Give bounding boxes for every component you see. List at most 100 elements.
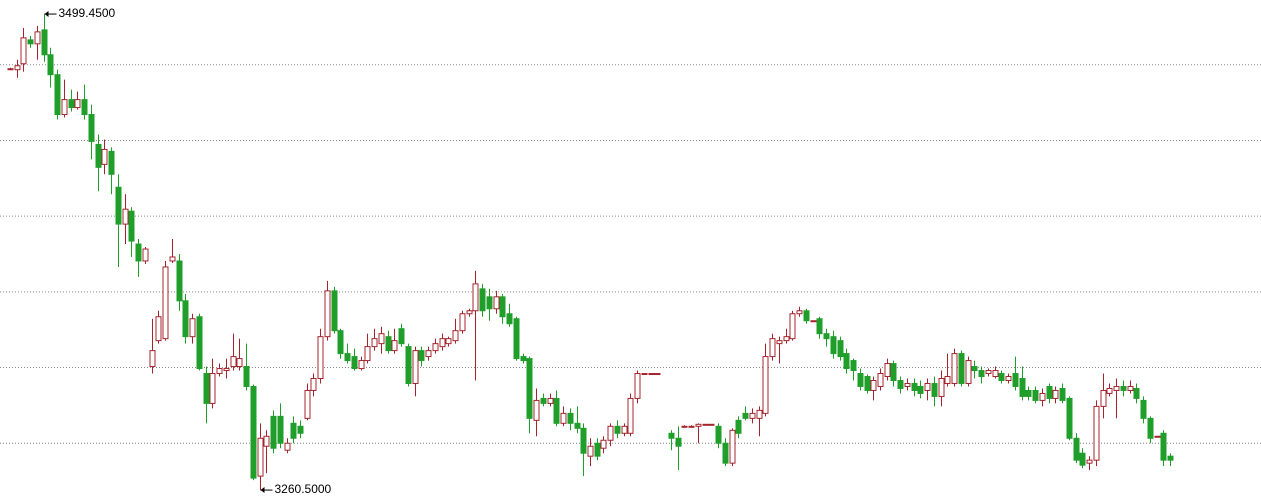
candle-body bbox=[41, 29, 48, 56]
candle-body bbox=[971, 366, 978, 372]
candle-body bbox=[513, 318, 520, 360]
candle-body bbox=[857, 373, 864, 387]
candle-body bbox=[951, 353, 958, 384]
candle-body bbox=[61, 99, 68, 116]
candle-body bbox=[196, 316, 203, 370]
candle-body bbox=[762, 356, 769, 414]
candle-body bbox=[479, 288, 486, 312]
candle-body bbox=[641, 373, 648, 376]
candle-body bbox=[95, 143, 102, 168]
candle-body bbox=[34, 31, 41, 45]
candle-body bbox=[1066, 397, 1073, 439]
candle-body bbox=[621, 425, 628, 434]
candle-body bbox=[965, 360, 972, 384]
candle-body bbox=[337, 330, 344, 355]
candle-body bbox=[998, 373, 1005, 381]
candle-body bbox=[14, 65, 21, 71]
candle-body bbox=[688, 425, 695, 428]
candle-body bbox=[1113, 385, 1120, 391]
candle-body bbox=[358, 360, 365, 370]
candle-body bbox=[149, 350, 156, 368]
candle-body bbox=[270, 415, 277, 449]
candle-body bbox=[418, 350, 425, 362]
candle-body bbox=[904, 382, 911, 387]
candle-body bbox=[695, 423, 702, 427]
candle-body bbox=[567, 412, 574, 424]
candle-body bbox=[1127, 385, 1134, 391]
candle-body bbox=[486, 296, 493, 310]
candle-body bbox=[1039, 392, 1046, 401]
candle-body bbox=[162, 266, 169, 340]
candle-body bbox=[1133, 387, 1140, 399]
candle-body bbox=[223, 368, 230, 372]
candle-body bbox=[985, 370, 992, 375]
candle-body bbox=[499, 296, 506, 318]
candle-body bbox=[870, 379, 877, 391]
candle-body bbox=[169, 256, 176, 262]
candle-body bbox=[493, 296, 500, 310]
candle-body bbox=[88, 114, 95, 142]
candle-body bbox=[1100, 389, 1107, 407]
candle-body bbox=[54, 74, 61, 116]
candle-body bbox=[1005, 376, 1012, 381]
candle-body bbox=[297, 425, 304, 434]
candle-body bbox=[1025, 389, 1032, 397]
candle-body bbox=[155, 316, 162, 342]
candle-body bbox=[547, 397, 554, 404]
candle-body bbox=[439, 338, 446, 348]
candle-body bbox=[648, 373, 655, 376]
candle-body bbox=[1052, 389, 1059, 399]
candle-body bbox=[445, 338, 452, 345]
candle-body bbox=[1093, 405, 1100, 461]
candle-body bbox=[1160, 432, 1167, 461]
candle-body bbox=[263, 435, 270, 447]
candle-body bbox=[7, 68, 14, 71]
candle-body bbox=[789, 313, 796, 340]
candle-body bbox=[68, 99, 75, 109]
candle-body bbox=[257, 437, 264, 477]
candle-body bbox=[122, 208, 129, 225]
candle-body bbox=[958, 353, 965, 384]
candle-body bbox=[405, 346, 412, 384]
candle-body bbox=[917, 385, 924, 394]
candle-body bbox=[189, 318, 196, 338]
candle-body bbox=[816, 318, 823, 335]
candle-body bbox=[654, 373, 661, 376]
candle-body bbox=[236, 358, 243, 368]
candle-body bbox=[385, 336, 392, 352]
candle-body bbox=[520, 356, 527, 362]
candle-body bbox=[843, 353, 850, 370]
candle-body bbox=[897, 379, 904, 389]
candle-body bbox=[142, 248, 149, 262]
candle-body bbox=[331, 290, 338, 332]
candle-body bbox=[607, 425, 614, 441]
candle-body bbox=[47, 54, 54, 76]
candle-body bbox=[924, 382, 931, 391]
candle-body bbox=[837, 340, 844, 358]
candle-body bbox=[250, 385, 257, 479]
candle-body bbox=[627, 397, 634, 434]
candle-body bbox=[668, 432, 675, 439]
candle-body bbox=[506, 313, 513, 325]
candle-body bbox=[203, 373, 210, 404]
candle-body bbox=[810, 320, 817, 323]
candle-body bbox=[580, 427, 587, 454]
candle-body bbox=[74, 99, 81, 109]
candle-body bbox=[769, 338, 776, 358]
candle-body bbox=[594, 442, 601, 457]
candle-body bbox=[776, 340, 783, 345]
candle-body bbox=[128, 210, 135, 242]
candle-body bbox=[944, 376, 951, 384]
candle-body bbox=[1120, 385, 1127, 391]
candle-body bbox=[364, 346, 371, 362]
candle-body bbox=[600, 439, 607, 449]
candle-body bbox=[978, 370, 985, 378]
candle-body bbox=[735, 419, 742, 434]
candle-body bbox=[1032, 389, 1039, 401]
candle-body bbox=[681, 425, 688, 428]
candle-body bbox=[81, 99, 88, 116]
candle-body bbox=[398, 328, 405, 345]
candle-body bbox=[20, 37, 27, 65]
candle-body bbox=[931, 382, 938, 397]
